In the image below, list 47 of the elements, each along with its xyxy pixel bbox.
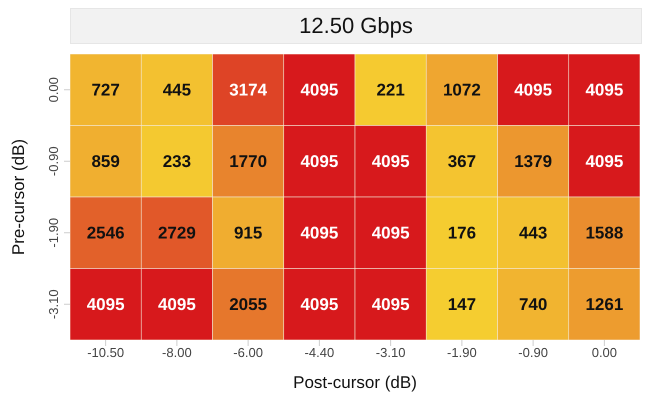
data-label: 4095: [300, 152, 338, 171]
data-label: 221: [376, 80, 405, 100]
data-label: 859: [91, 152, 120, 171]
chart-title: 12.50 Gbps: [70, 8, 642, 44]
data-label: 2055: [229, 294, 268, 314]
data-label: 4095: [585, 152, 624, 171]
data-label: 4095: [300, 223, 338, 242]
data-label: 727: [91, 80, 120, 100]
data-label: 1261: [585, 294, 624, 314]
data-label: 4095: [300, 294, 338, 314]
y-axis-title: Pre-cursor (dB): [9, 138, 28, 256]
data-label: 915: [234, 223, 262, 242]
y-tick-label: 0.00: [46, 77, 61, 102]
data-label: 233: [162, 152, 192, 171]
data-label: 147: [448, 294, 476, 314]
data-label: 4095: [372, 294, 410, 314]
x-tick-label: -1.90: [447, 345, 477, 360]
data-label: 4095: [158, 294, 196, 314]
data-label: 2546: [86, 223, 125, 242]
data-label: 1770: [229, 152, 268, 171]
y-tick-label: -0.90: [46, 146, 61, 176]
data-label: 4095: [86, 294, 125, 314]
data-label: 4095: [372, 152, 410, 171]
x-tick-label: -10.50: [87, 345, 124, 360]
data-label: 3174: [229, 80, 268, 100]
y-tick-label: -1.90: [46, 218, 61, 248]
x-tick-label: 0.00: [592, 345, 618, 360]
x-tick-label: -6.00: [233, 345, 263, 360]
data-label: 4095: [372, 223, 410, 242]
data-label: 2729: [158, 223, 196, 242]
data-label: 4095: [514, 80, 552, 100]
data-label: 740: [518, 294, 548, 314]
x-tick-label: -8.00: [162, 345, 192, 360]
data-label: 1072: [442, 80, 481, 100]
y-tick-label: -3.10: [46, 289, 61, 320]
data-label: 1588: [585, 223, 624, 242]
x-tick-label: -3.10: [376, 345, 406, 360]
data-label: 176: [448, 223, 476, 242]
data-label: 1379: [514, 152, 552, 171]
data-label: 445: [162, 80, 192, 100]
data-label: 443: [518, 223, 548, 242]
data-label: 4095: [585, 80, 624, 100]
x-tick-label: -4.40: [304, 345, 334, 360]
x-axis-title: Post-cursor (dB): [293, 373, 417, 392]
data-label: 4095: [300, 80, 338, 100]
data-label: 367: [448, 152, 476, 171]
x-tick-label: -0.90: [518, 345, 548, 360]
